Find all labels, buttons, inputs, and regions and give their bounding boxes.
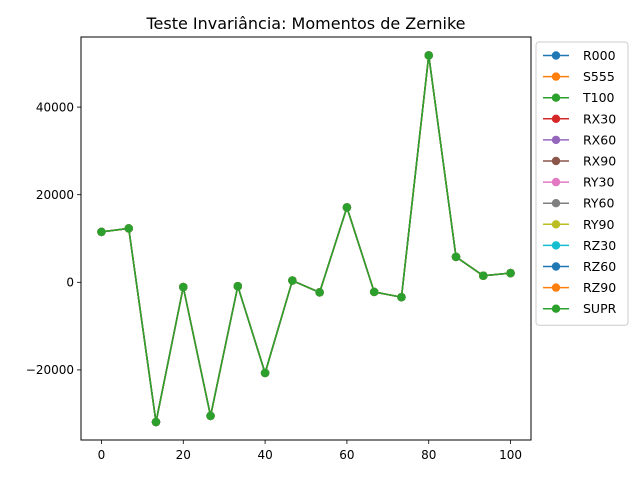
legend-marker [551,304,561,313]
legend-item-ry30: RY30 [543,175,614,190]
data-point [206,411,215,421]
legend-marker [551,177,561,187]
legend-marker [551,283,561,292]
legend-item-supr: SUPR [543,301,617,316]
data-point [424,51,433,60]
legend-marker [551,220,561,229]
data-point [233,282,242,291]
legend-marker [551,241,561,250]
legend-label: R000 [583,48,616,63]
x-tick-label: 0 [98,448,106,462]
legend-item-rx90: RX90 [543,154,616,169]
data-point [124,224,133,233]
x-tick-label: 100 [499,448,522,462]
legend-marker [551,199,561,208]
data-point [451,252,461,262]
legend-marker [551,135,561,145]
legend-marker [551,262,561,271]
legend-label: RZ60 [583,259,616,274]
legend-marker [551,114,561,124]
legend-label: SUPR [583,301,617,316]
series-line [101,54,511,423]
data-point [315,288,324,297]
legend-label: RX90 [583,154,616,169]
legend-label: RX30 [583,111,616,126]
plot-area [97,51,515,427]
data-point [151,417,161,427]
legend-label: RX60 [583,132,616,147]
legend-marker [551,93,561,102]
legend-item-s555: S555 [543,69,615,84]
legend-label: S555 [583,69,615,84]
data-point [397,293,406,302]
y-tick-label: −20000 [26,363,74,377]
legend-label: T100 [582,90,615,105]
legend-label: RY90 [583,217,614,232]
legend-item-rz30: RZ30 [543,238,616,253]
legend-item-t100: T100 [543,90,615,105]
y-tick-label: 0 [66,276,74,290]
x-tick-label: 60 [339,448,354,462]
legend-marker [551,156,561,166]
data-point [97,227,106,237]
y-tick-label: 40000 [36,100,74,114]
x-tick-label: 20 [176,448,191,462]
x-tick-label: 40 [257,448,272,462]
data-point [370,287,379,297]
legend-label: RY30 [583,175,614,190]
x-tick-label: 80 [421,448,436,462]
axes: 0 20 40 60 80 100 −20000 0 20000 40000 [26,100,522,462]
data-point [288,276,297,285]
legend-item-rx60: RX60 [543,132,616,147]
chart-title: Teste Invariância: Momentos de Zernike [145,14,465,33]
axes-frame [80,36,532,441]
legend-item-rz90: RZ90 [543,280,616,295]
y-tick-label: 20000 [36,188,74,202]
data-point [260,368,270,378]
legend-label: RZ90 [583,280,616,295]
legend-item-ry60: RY60 [543,196,614,211]
legend-label: RY60 [583,196,614,211]
legend-box [535,41,629,326]
legend-label: RZ30 [583,238,616,253]
legend-marker [551,51,561,60]
data-point [342,203,352,212]
data-point [506,268,515,278]
legend-item-rz60: RZ60 [543,259,616,274]
data-point [179,282,188,292]
series-supr [97,51,515,427]
legend-item-r000: R000 [543,48,616,63]
legend-marker [551,72,561,81]
legend-item-ry90: RY90 [543,217,614,232]
data-point [479,271,488,280]
legend-item-rx30: RX30 [543,111,616,126]
legend: R000 S555 T100 RX30 RX60 RX90 RY30 RY60 RY90 RZ30… [535,41,629,326]
